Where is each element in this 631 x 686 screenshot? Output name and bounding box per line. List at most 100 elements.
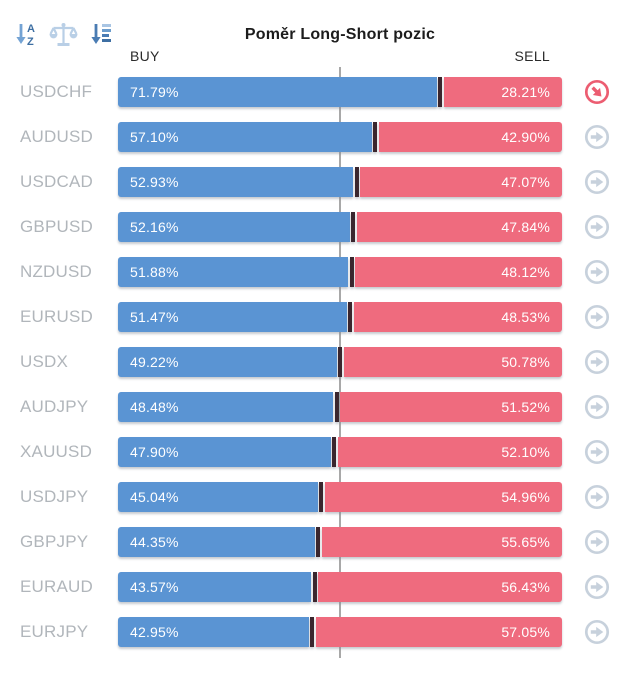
sell-bar: 50.78% [343, 347, 562, 377]
buy-value: 51.88% [130, 264, 179, 280]
buy-value: 49.22% [130, 354, 179, 370]
ratio-bar: 42.95% 57.05% [118, 617, 562, 647]
buy-bar: 43.57% [118, 572, 312, 602]
action-cell [562, 394, 631, 420]
open-pair-button[interactable] [584, 169, 610, 195]
buy-bar: 47.90% [118, 437, 331, 467]
sort-amount-button[interactable] [88, 20, 114, 49]
pair-row: USDX 49.22% 50.78% [0, 347, 631, 377]
sell-bar: 51.52% [340, 392, 562, 422]
buy-value: 57.10% [130, 129, 179, 145]
action-cell [562, 349, 631, 375]
open-pair-button[interactable] [584, 394, 610, 420]
sell-value: 50.78% [501, 354, 550, 370]
open-pair-button[interactable] [584, 349, 610, 375]
sell-value: 48.53% [501, 309, 550, 325]
action-cell [562, 124, 631, 150]
ratio-bar: 45.04% 54.96% [118, 482, 562, 512]
sell-value: 28.21% [501, 84, 550, 100]
buy-value: 43.57% [130, 579, 179, 595]
column-headers: BUY SELL [118, 48, 562, 64]
action-cell [562, 484, 631, 510]
arrow-right-circle-icon [584, 484, 610, 513]
sell-column-header: SELL [514, 48, 550, 64]
sell-value: 47.07% [501, 174, 550, 190]
bar-divider [334, 392, 339, 422]
sell-value: 55.65% [501, 534, 550, 550]
open-pair-button[interactable] [584, 439, 610, 465]
sell-bar: 28.21% [443, 77, 562, 107]
bar-divider [349, 257, 354, 287]
ratio-bar: 71.79% 28.21% [118, 77, 562, 107]
bar-divider [319, 482, 324, 512]
pair-row: EURUSD 51.47% 48.53% [0, 302, 631, 332]
buy-bar: 45.04% [118, 482, 318, 512]
pair-label: GBPJPY [20, 532, 89, 551]
buy-value: 48.48% [130, 399, 179, 415]
arrow-right-circle-icon [584, 439, 610, 468]
action-cell [562, 169, 631, 195]
action-cell [562, 439, 631, 465]
ratio-bar: 48.48% 51.52% [118, 392, 562, 422]
pair-row: AUDUSD 57.10% 42.90% [0, 122, 631, 152]
pair-label: AUDUSD [20, 127, 93, 146]
sell-bar: 42.90% [378, 122, 562, 152]
open-pair-button[interactable] [584, 574, 610, 600]
sell-bar: 48.12% [355, 257, 562, 287]
sell-value: 47.84% [501, 219, 550, 235]
sell-value: 56.43% [501, 579, 550, 595]
compare-scales-button[interactable] [48, 21, 79, 49]
open-pair-button[interactable] [584, 259, 610, 285]
pair-row: EURJPY 42.95% 57.05% [0, 617, 631, 647]
open-pair-button[interactable] [584, 214, 610, 240]
action-cell [562, 214, 631, 240]
open-pair-button[interactable] [584, 79, 610, 105]
sell-value: 54.96% [501, 489, 550, 505]
buy-column-header: BUY [130, 48, 160, 64]
ratio-bar: 43.57% 56.43% [118, 572, 562, 602]
open-pair-button[interactable] [584, 304, 610, 330]
pair-row: AUDJPY 48.48% 51.52% [0, 392, 631, 422]
ratio-bar: 47.90% 52.10% [118, 437, 562, 467]
pair-label: AUDJPY [20, 397, 89, 416]
sell-value: 42.90% [501, 129, 550, 145]
sort-alphabetical-icon: A Z [13, 23, 39, 52]
pair-row: GBPJPY 44.35% 55.65% [0, 527, 631, 557]
buy-bar: 48.48% [118, 392, 334, 422]
bar-divider [373, 122, 378, 152]
arrow-right-circle-icon [584, 574, 610, 603]
sell-value: 48.12% [501, 264, 550, 280]
arrow-right-circle-icon [584, 529, 610, 558]
ratio-bar: 52.16% 47.84% [118, 212, 562, 242]
sell-bar: 48.53% [353, 302, 562, 332]
pair-label: USDJPY [20, 487, 89, 506]
toolbar: A Z [13, 20, 114, 49]
sort-amount-icon [88, 24, 114, 52]
bar-divider [348, 302, 353, 332]
open-pair-button[interactable] [584, 529, 610, 555]
pair-label: EURUSD [20, 307, 93, 326]
sell-bar: 52.10% [337, 437, 562, 467]
action-cell [562, 529, 631, 555]
open-pair-button[interactable] [584, 124, 610, 150]
action-cell [562, 259, 631, 285]
buy-value: 52.16% [130, 219, 179, 235]
buy-bar: 71.79% [118, 77, 437, 107]
buy-bar: 57.10% [118, 122, 372, 152]
sell-bar: 57.05% [315, 617, 562, 647]
buy-bar: 51.88% [118, 257, 349, 287]
sell-bar: 47.07% [360, 167, 562, 197]
sort-alphabetical-button[interactable]: A Z [13, 20, 39, 49]
pair-label: USDX [20, 352, 69, 371]
sell-value: 52.10% [501, 444, 550, 460]
action-cell [562, 619, 631, 645]
svg-text:Z: Z [27, 36, 34, 48]
buy-bar: 44.35% [118, 527, 315, 557]
pair-label: GBPUSD [20, 217, 93, 236]
buy-bar: 42.95% [118, 617, 309, 647]
bar-divider [338, 347, 343, 377]
sell-bar: 47.84% [356, 212, 562, 242]
open-pair-button[interactable] [584, 619, 610, 645]
pair-label: NZDUSD [20, 262, 93, 281]
open-pair-button[interactable] [584, 484, 610, 510]
